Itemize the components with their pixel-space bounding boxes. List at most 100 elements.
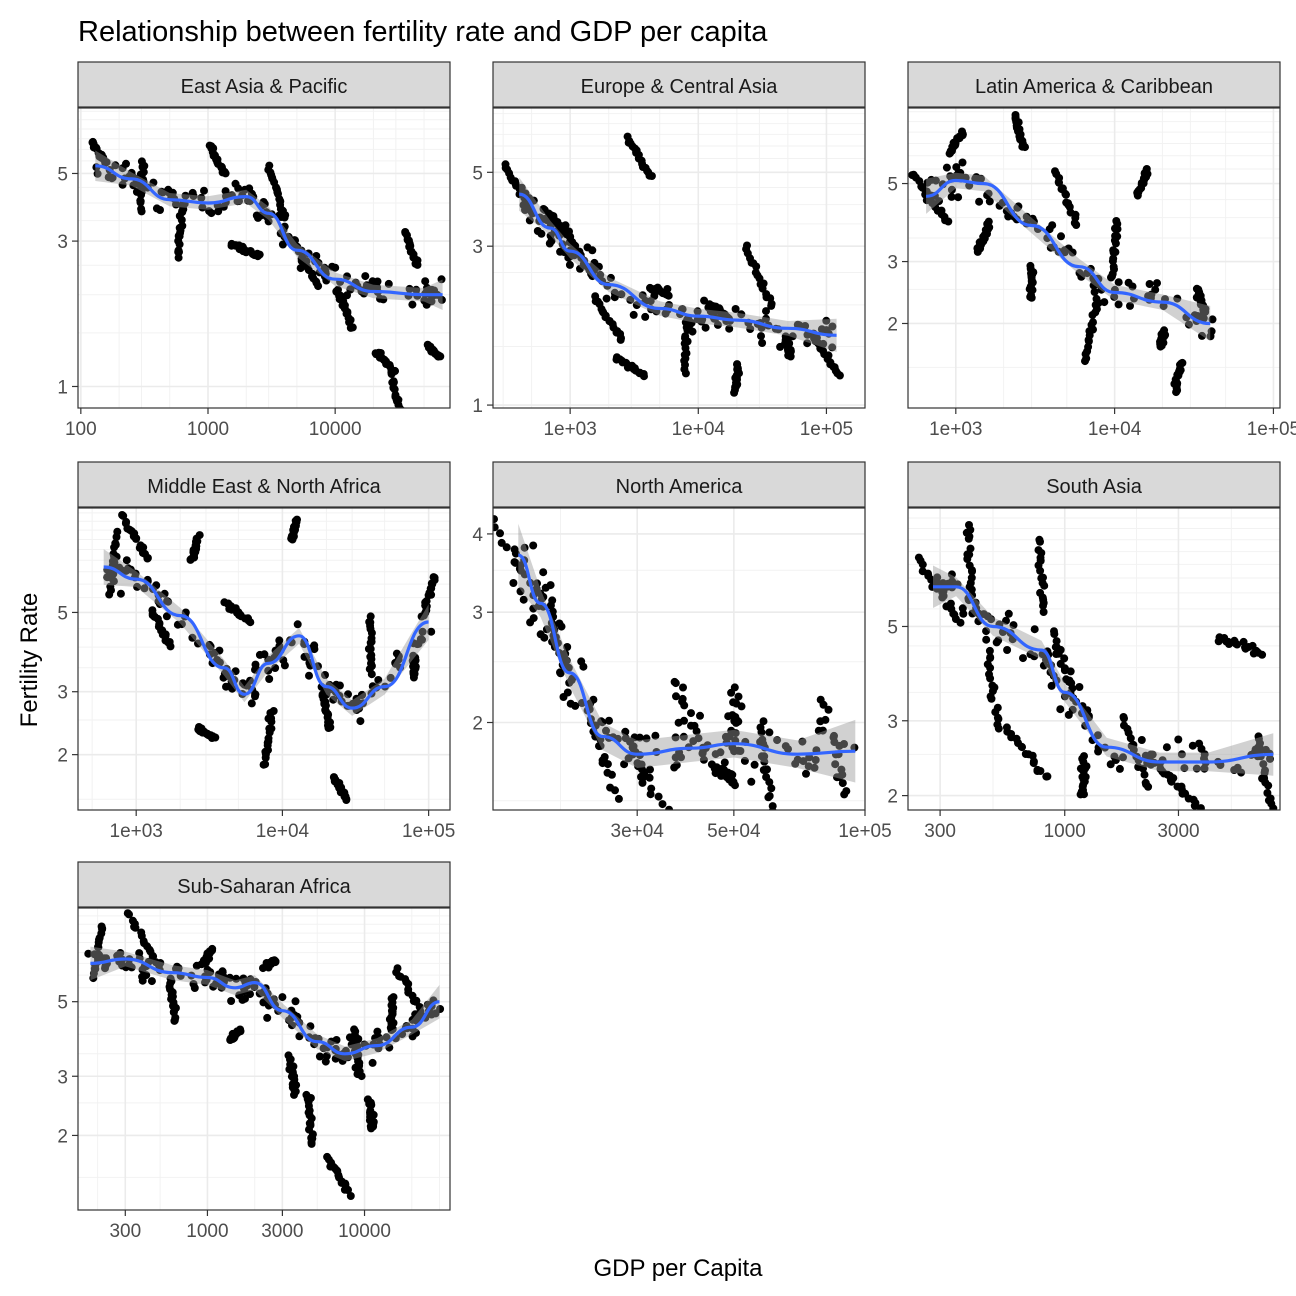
data-point [280,661,289,670]
data-point [556,669,565,678]
data-point [596,270,605,279]
data-point [1156,342,1165,351]
data-point [840,790,849,799]
data-point [1110,292,1119,301]
data-point [557,622,566,631]
data-point [361,272,370,281]
data-point [701,323,710,332]
panel-border [77,507,451,811]
data-point [421,277,430,286]
data-point [982,627,991,636]
data-point [373,283,382,292]
data-point [413,260,422,269]
data-point [1198,331,1206,340]
data-point [561,221,570,230]
y-tick-label: 5 [57,993,68,1014]
data-point [654,792,663,801]
data-point [758,339,767,347]
data-point [387,1026,396,1034]
data-point [1021,143,1029,152]
data-point [1039,601,1047,610]
data-point [255,250,264,259]
data-point [422,300,431,309]
data-point [947,192,956,201]
data-point [315,1052,324,1061]
x-tick-label: 5e+04 [707,821,761,842]
data-point [793,320,802,329]
data-point [1251,745,1260,754]
data-point [396,410,404,418]
data-point [175,248,183,256]
data-point [277,213,286,221]
y-tick-label: 5 [887,175,898,196]
data-point [1129,745,1138,754]
data-point [1258,650,1267,659]
data-point [835,773,844,782]
data-point [688,327,697,336]
points-layer [84,909,445,1200]
x-tick-label: 1e+04 [256,821,310,842]
data-point [759,717,768,726]
data-point [387,370,396,378]
data-point [345,1033,354,1042]
data-point [368,1058,377,1067]
data-point [621,734,630,743]
data-point [1040,581,1049,590]
data-point [687,709,695,718]
data-point [1080,790,1088,799]
data-point [798,737,807,746]
data-point [1173,386,1182,395]
data-point [638,291,647,300]
data-point [658,800,667,809]
data-point [756,723,765,732]
data-point [986,674,995,683]
data-point [620,760,629,769]
data-point [170,1016,179,1025]
data-point [646,790,655,799]
data-point [1009,621,1018,630]
data-point [295,1032,304,1041]
data-point [577,657,586,666]
data-point [181,191,190,200]
data-point [617,290,626,299]
data-point [324,724,333,732]
data-point [246,618,255,627]
data-point [1030,625,1039,634]
x-tick-label: 300 [924,821,956,842]
data-point [247,699,256,708]
data-point [493,515,498,524]
data-point [132,534,141,543]
data-point [252,211,261,220]
data-point [611,786,619,795]
data-point [788,332,797,341]
data-point [968,609,977,618]
data-point [374,676,383,684]
x-tick-label: 1000 [1044,821,1086,842]
y-tick-label: 4 [472,525,483,546]
data-point [366,645,375,653]
data-point [1067,679,1076,688]
data-point [831,760,840,769]
x-axis-title: GDP per Capita [594,1255,764,1282]
data-point [384,279,393,288]
facet-strip [77,61,451,108]
data-point [819,700,828,709]
data-point [133,582,142,591]
data-point [211,733,220,742]
data-point [1148,750,1157,759]
data-point [259,760,268,769]
data-point [1126,301,1134,310]
data-point [838,779,847,788]
data-point [1193,312,1202,320]
facet-strip-label: Middle East & North Africa [147,476,381,498]
data-point [664,826,672,834]
data-point [147,977,156,986]
data-point [1057,232,1065,241]
data-point [1062,190,1070,199]
data-point [730,388,739,397]
data-point [206,968,215,977]
x-tick-label: 1e+04 [1088,419,1142,440]
facet-panel: East Asia & Pacific 100 1000 10000 1 3 5 [57,61,451,440]
data-point [947,570,956,579]
data-point [164,597,173,606]
